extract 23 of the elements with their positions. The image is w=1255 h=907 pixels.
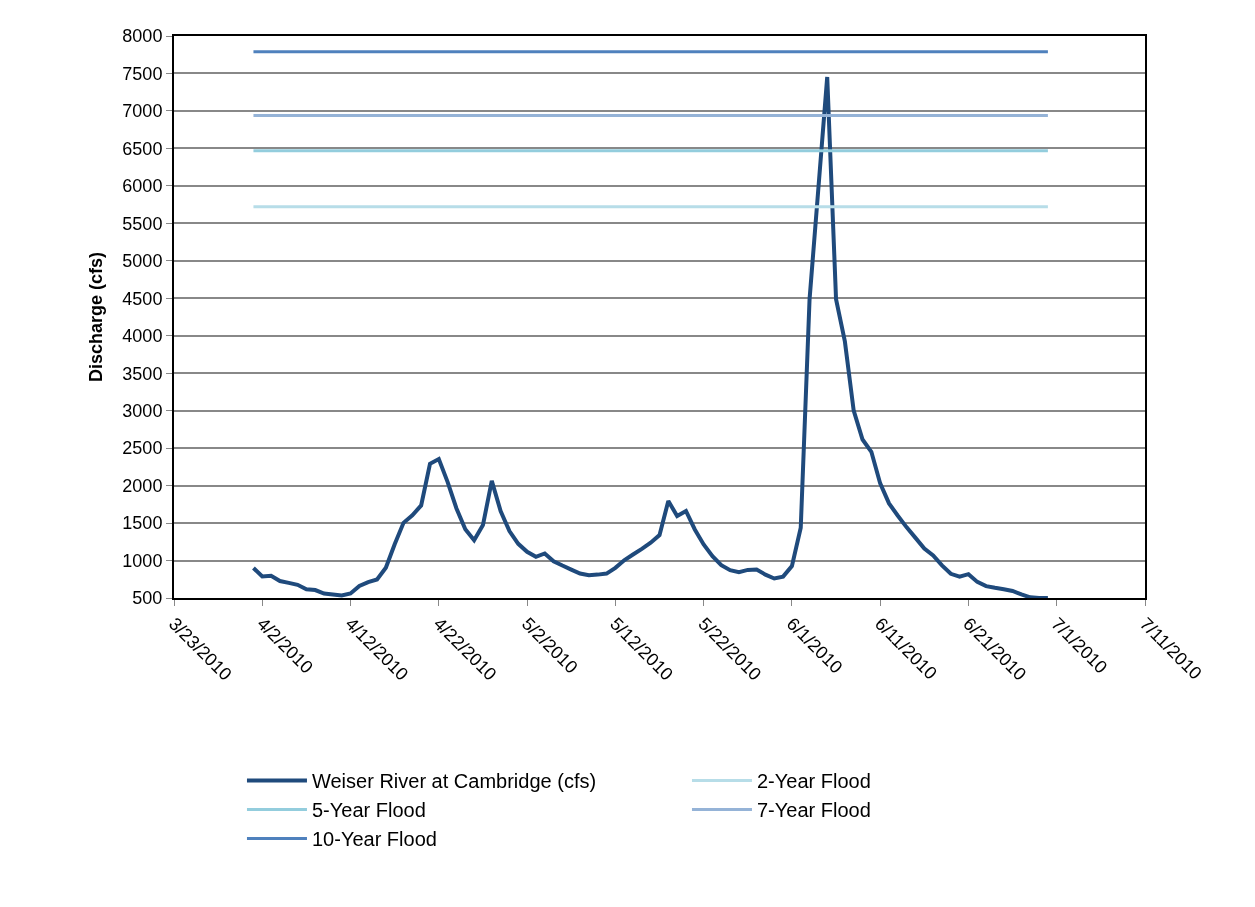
y-tick-label: 3500 — [122, 363, 163, 384]
y-tick-label: 6000 — [122, 176, 163, 197]
legend-label: 7-Year Flood — [756, 799, 871, 822]
y-tick-label: 6500 — [122, 138, 163, 159]
legend-label: Weiser River at Cambridge (cfs) — [311, 770, 597, 793]
y-tick-label: 2000 — [122, 475, 163, 496]
y-axis-title: Discharge (cfs) — [86, 251, 107, 383]
y-tick-label: 4000 — [122, 326, 163, 347]
y-tick-label: 7000 — [122, 101, 163, 122]
legend-label: 5-Year Flood — [311, 799, 426, 822]
y-tick-label: 1000 — [122, 550, 163, 571]
y-tick-label: 7500 — [122, 63, 163, 84]
y-tick-label: 3000 — [122, 400, 163, 421]
y-tick-label: 1500 — [122, 513, 163, 534]
line-series — [251, 74, 1050, 598]
y-tick-label: 5000 — [122, 251, 163, 272]
y-tick-label: 2500 — [122, 438, 163, 459]
y-tick-label: 8000 — [122, 26, 163, 47]
y-tick-label: 4500 — [122, 288, 163, 309]
y-tick-label: 5500 — [122, 213, 163, 234]
legend-label: 10-Year Flood — [311, 828, 437, 851]
y-tick-label: 500 — [132, 588, 163, 609]
legend-label: 2-Year Flood — [756, 770, 871, 793]
